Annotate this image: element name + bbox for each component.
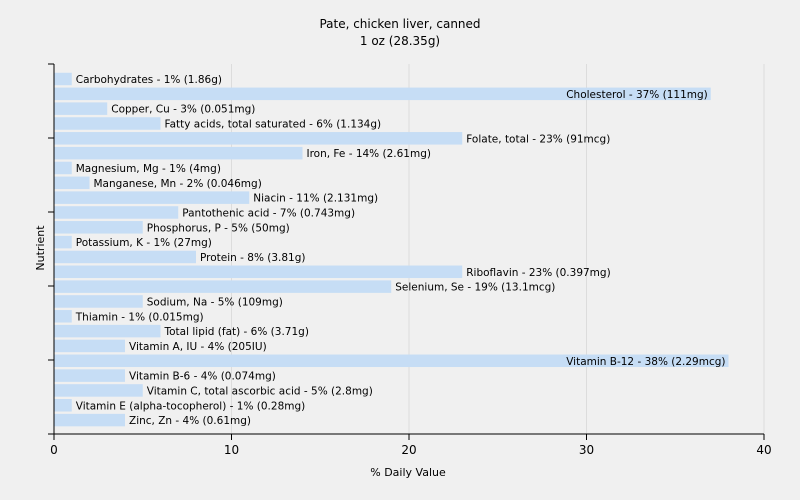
bar: [54, 146, 303, 160]
bar: [54, 176, 90, 190]
x-axis-label: % Daily Value: [370, 466, 446, 479]
bar: [54, 250, 196, 264]
bar: [54, 87, 711, 101]
x-tick-label: 20: [401, 443, 416, 457]
chart-title: Pate, chicken liver, canned: [319, 17, 480, 31]
bar-label: Manganese, Mn - 2% (0.046mg): [94, 178, 262, 190]
bar-label: Folate, total - 23% (91mcg): [466, 133, 610, 145]
bar: [54, 206, 179, 219]
bar: [54, 161, 72, 175]
bar-label: Zinc, Zn - 4% (0.61mg): [129, 415, 251, 427]
bar: [54, 265, 463, 279]
bar: [54, 324, 161, 338]
bar: [54, 339, 125, 353]
bar-label: Vitamin C, total ascorbic acid - 5% (2.8…: [147, 385, 373, 397]
bar-label: Total lipid (fat) - 6% (3.71g): [164, 326, 309, 338]
bar: [54, 72, 72, 86]
bar-label: Fatty acids, total saturated - 6% (1.134…: [165, 118, 382, 130]
bar-label: Vitamin B-6 - 4% (0.074mg): [129, 371, 276, 383]
bars-group: Carbohydrates - 1% (1.86g) Cholesterol - …: [54, 72, 729, 427]
bar: [54, 369, 125, 382]
x-tick-label: 30: [579, 443, 594, 457]
bar: [54, 235, 72, 249]
bar: [54, 280, 392, 293]
bar-label: Protein - 8% (3.81g): [200, 252, 306, 264]
bar-label: Selenium, Se - 19% (13.1mcg): [395, 282, 555, 294]
bar-label: Sodium, Na - 5% (109mg): [147, 296, 283, 308]
bar-label: Magnesium, Mg - 1% (4mg): [76, 163, 221, 175]
x-tick-label: 40: [756, 443, 771, 457]
bar-label: Cholesterol - 37% (111mg): [566, 89, 708, 101]
axes-group: 0 10 20 30 40: [48, 63, 772, 457]
bar: [54, 132, 463, 145]
bar-label: Carbohydrates - 1% (1.86g): [76, 74, 222, 86]
bar-label: Vitamin E (alpha-tocopherol) - 1% (0.28m…: [76, 400, 306, 412]
grid-lines: [231, 64, 765, 434]
bar: [54, 399, 72, 412]
bar: [54, 221, 143, 234]
bar-label: Potassium, K - 1% (27mg): [76, 237, 212, 249]
bar: [54, 191, 250, 204]
bar: [54, 384, 143, 397]
bar-label: Phosphorus, P - 5% (50mg): [147, 222, 290, 234]
bar: [54, 295, 143, 308]
bar: [54, 117, 161, 130]
bar: [54, 102, 108, 115]
bar-label: Vitamin A, IU - 4% (205IU): [129, 341, 267, 353]
bar-label: Niacin - 11% (2.131mg): [253, 193, 378, 205]
bar-label: Pantothenic acid - 7% (0.743mg): [182, 207, 355, 219]
bar-label: Thiamin - 1% (0.015mg): [75, 311, 204, 323]
x-tick-label: 10: [224, 443, 239, 457]
y-axis-label: Nutrient: [34, 225, 47, 271]
bar: [54, 354, 729, 368]
bar-label: Vitamin B-12 - 38% (2.29mcg): [566, 356, 725, 368]
chart-subtitle: 1 oz (28.35g): [360, 34, 440, 48]
x-tick-label: 0: [50, 443, 58, 457]
bar-label: Iron, Fe - 14% (2.61mg): [307, 148, 431, 160]
bar: [54, 413, 125, 427]
bar: [54, 310, 72, 323]
bar-label: Riboflavin - 23% (0.397mg): [466, 267, 610, 279]
bar-label: Copper, Cu - 3% (0.051mg): [111, 104, 255, 116]
